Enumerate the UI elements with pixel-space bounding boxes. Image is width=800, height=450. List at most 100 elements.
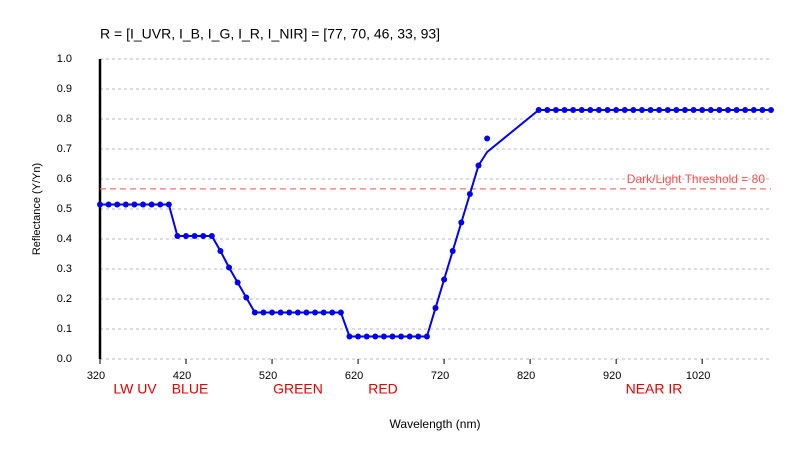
y-tick-label: 0.2 <box>57 293 72 305</box>
data-point <box>595 107 602 113</box>
y-tick-label: 0.0 <box>57 353 72 365</box>
y-tick-label: 0.3 <box>57 263 72 275</box>
data-point <box>681 107 688 113</box>
data-point <box>165 201 172 208</box>
x-tick-label: 420 <box>173 370 191 382</box>
data-point <box>423 333 430 340</box>
data-point <box>294 309 301 316</box>
data-point <box>200 233 207 239</box>
data-point <box>286 309 293 316</box>
data-point <box>716 107 723 113</box>
data-point <box>750 107 757 113</box>
data-point <box>148 201 155 208</box>
region-label: BLUE <box>172 381 209 397</box>
y-tick-label: 0.6 <box>57 173 72 185</box>
data-point <box>759 107 766 113</box>
data-point <box>277 309 284 316</box>
y-tick-label: 1.0 <box>57 53 72 65</box>
data-point <box>355 333 362 340</box>
data-point <box>432 305 439 311</box>
x-tick-label: 820 <box>517 370 535 382</box>
x-tick-label: 920 <box>603 370 621 382</box>
data-point <box>226 264 233 271</box>
x-tick-label: 620 <box>345 370 363 382</box>
data-point <box>707 107 714 113</box>
data-point <box>724 107 731 113</box>
data-point <box>604 107 611 113</box>
data-point <box>312 309 319 316</box>
data-point <box>346 333 353 340</box>
data-point <box>673 107 680 113</box>
data-point <box>570 107 577 113</box>
data-point <box>157 201 164 208</box>
y-tick-label: 0.4 <box>57 233 72 245</box>
data-point <box>664 107 671 113</box>
data-point <box>656 107 663 113</box>
data-point <box>269 309 276 316</box>
data-point <box>208 233 215 239</box>
data-point <box>380 333 387 340</box>
data-point <box>552 107 559 113</box>
data-point <box>320 309 327 316</box>
data-point <box>131 201 138 208</box>
data-point <box>140 201 147 208</box>
data-point <box>638 107 645 113</box>
data-point <box>690 107 697 113</box>
y-axis-label: Reflectance (Y/Yn) <box>31 163 43 255</box>
data-point <box>699 107 706 113</box>
region-label: GREEN <box>273 381 323 397</box>
data-point <box>733 107 740 113</box>
data-point <box>630 107 637 113</box>
data-point <box>97 201 103 208</box>
data-point <box>174 233 181 239</box>
data-point <box>587 107 594 113</box>
data-point <box>114 201 121 208</box>
data-point <box>561 107 568 113</box>
y-tick-label: 0.9 <box>57 83 72 95</box>
data-point <box>372 333 379 340</box>
data-point <box>398 333 405 340</box>
data-point <box>458 219 465 226</box>
data-point <box>475 162 482 169</box>
data-point <box>260 309 267 316</box>
y-tick-label: 0.5 <box>57 203 72 215</box>
data-point <box>742 107 749 113</box>
data-point <box>329 309 336 316</box>
data-point <box>768 107 774 113</box>
data-point <box>578 107 585 113</box>
data-point <box>484 135 491 142</box>
data-point <box>234 279 241 286</box>
threshold-label: Dark/Light Threshold = 80 <box>627 172 766 186</box>
data-point <box>389 333 396 340</box>
data-line <box>100 109 771 338</box>
data-point <box>535 107 542 113</box>
data-point <box>621 107 628 113</box>
data-point <box>441 276 448 283</box>
data-point <box>251 309 258 316</box>
y-tick-label: 0.7 <box>57 143 72 155</box>
region-label: NEAR IR <box>626 381 683 397</box>
x-tick-label: 320 <box>87 370 105 382</box>
data-point <box>406 333 413 340</box>
data-point <box>466 191 473 197</box>
data-point <box>105 201 112 208</box>
chart-title: R = [I_UVR, I_B, I_G, I_R, I_NIR] = [77,… <box>100 26 440 42</box>
y-tick-label: 0.1 <box>57 323 72 335</box>
data-point <box>647 107 654 113</box>
data-point <box>122 201 129 208</box>
x-tick-label: 720 <box>431 370 449 382</box>
data-point <box>544 107 551 113</box>
data-point <box>183 233 190 239</box>
data-point <box>415 333 422 340</box>
data-point <box>449 248 456 254</box>
data-point <box>243 294 250 301</box>
data-point <box>613 107 620 113</box>
data-point <box>337 309 344 316</box>
x-tick-label: 1020 <box>686 370 710 382</box>
y-tick-label: 0.8 <box>57 113 72 125</box>
data-point <box>363 333 370 340</box>
data-point <box>303 309 310 316</box>
region-label: LW UV <box>113 381 157 397</box>
x-tick-label: 520 <box>259 370 277 382</box>
